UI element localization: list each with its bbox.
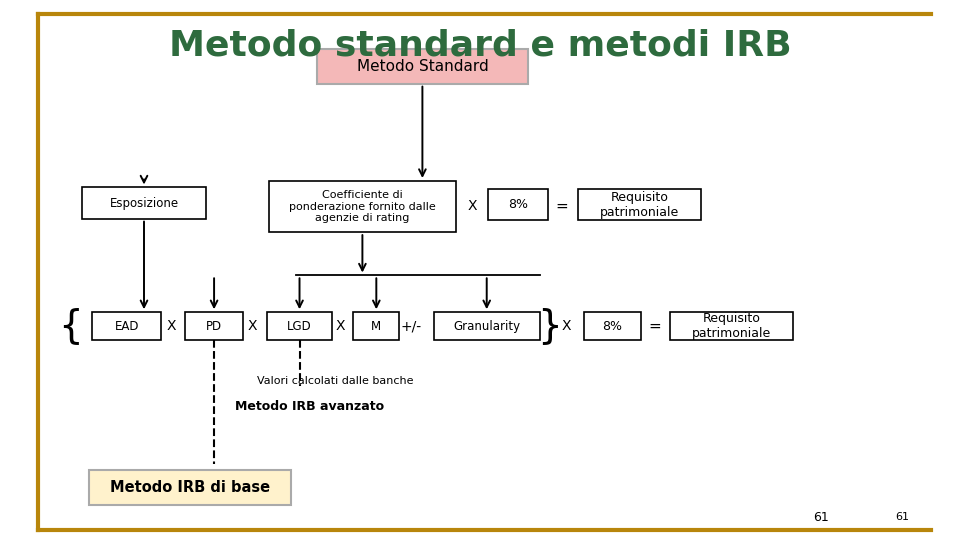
Text: +/-: +/- xyxy=(400,319,421,333)
Text: Requisito
patrimoniale: Requisito patrimoniale xyxy=(600,191,679,219)
FancyBboxPatch shape xyxy=(584,312,641,340)
FancyBboxPatch shape xyxy=(670,312,793,340)
FancyBboxPatch shape xyxy=(434,312,540,340)
Text: 61: 61 xyxy=(896,512,909,522)
FancyBboxPatch shape xyxy=(82,187,206,219)
Text: Coefficiente di
ponderazione fornito dalle
agenzie di rating: Coefficiente di ponderazione fornito dal… xyxy=(289,190,436,223)
FancyBboxPatch shape xyxy=(578,189,701,220)
FancyBboxPatch shape xyxy=(267,312,332,340)
Text: Granularity: Granularity xyxy=(453,320,520,333)
FancyBboxPatch shape xyxy=(89,470,291,505)
Text: 61: 61 xyxy=(813,511,828,524)
Text: X: X xyxy=(336,319,346,333)
FancyBboxPatch shape xyxy=(317,49,528,84)
Text: =: = xyxy=(555,199,568,214)
Text: X: X xyxy=(248,319,257,333)
Text: Metodo Standard: Metodo Standard xyxy=(356,59,489,73)
Text: PD: PD xyxy=(206,320,222,333)
Text: =: = xyxy=(648,319,661,334)
Text: Metodo IRB di base: Metodo IRB di base xyxy=(110,480,270,495)
Text: 8%: 8% xyxy=(603,320,622,333)
Text: Metodo standard e metodi IRB: Metodo standard e metodi IRB xyxy=(169,29,791,63)
Text: EAD: EAD xyxy=(114,320,139,333)
Text: Esposizione: Esposizione xyxy=(109,197,179,210)
Text: 8%: 8% xyxy=(508,198,528,211)
Text: Requisito
patrimoniale: Requisito patrimoniale xyxy=(692,312,771,340)
FancyBboxPatch shape xyxy=(269,181,456,232)
Text: X: X xyxy=(562,319,571,333)
FancyBboxPatch shape xyxy=(185,312,243,340)
Text: Valori calcolati dalle banche: Valori calcolati dalle banche xyxy=(257,376,414,386)
Text: LGD: LGD xyxy=(287,320,312,333)
Text: X: X xyxy=(166,319,176,333)
Text: {: { xyxy=(58,307,83,345)
Text: }: } xyxy=(537,307,562,345)
FancyBboxPatch shape xyxy=(488,189,548,220)
FancyBboxPatch shape xyxy=(92,312,161,340)
FancyBboxPatch shape xyxy=(353,312,399,340)
Text: M: M xyxy=(372,320,381,333)
Text: X: X xyxy=(468,199,477,213)
Text: Metodo IRB avanzato: Metodo IRB avanzato xyxy=(235,400,384,413)
